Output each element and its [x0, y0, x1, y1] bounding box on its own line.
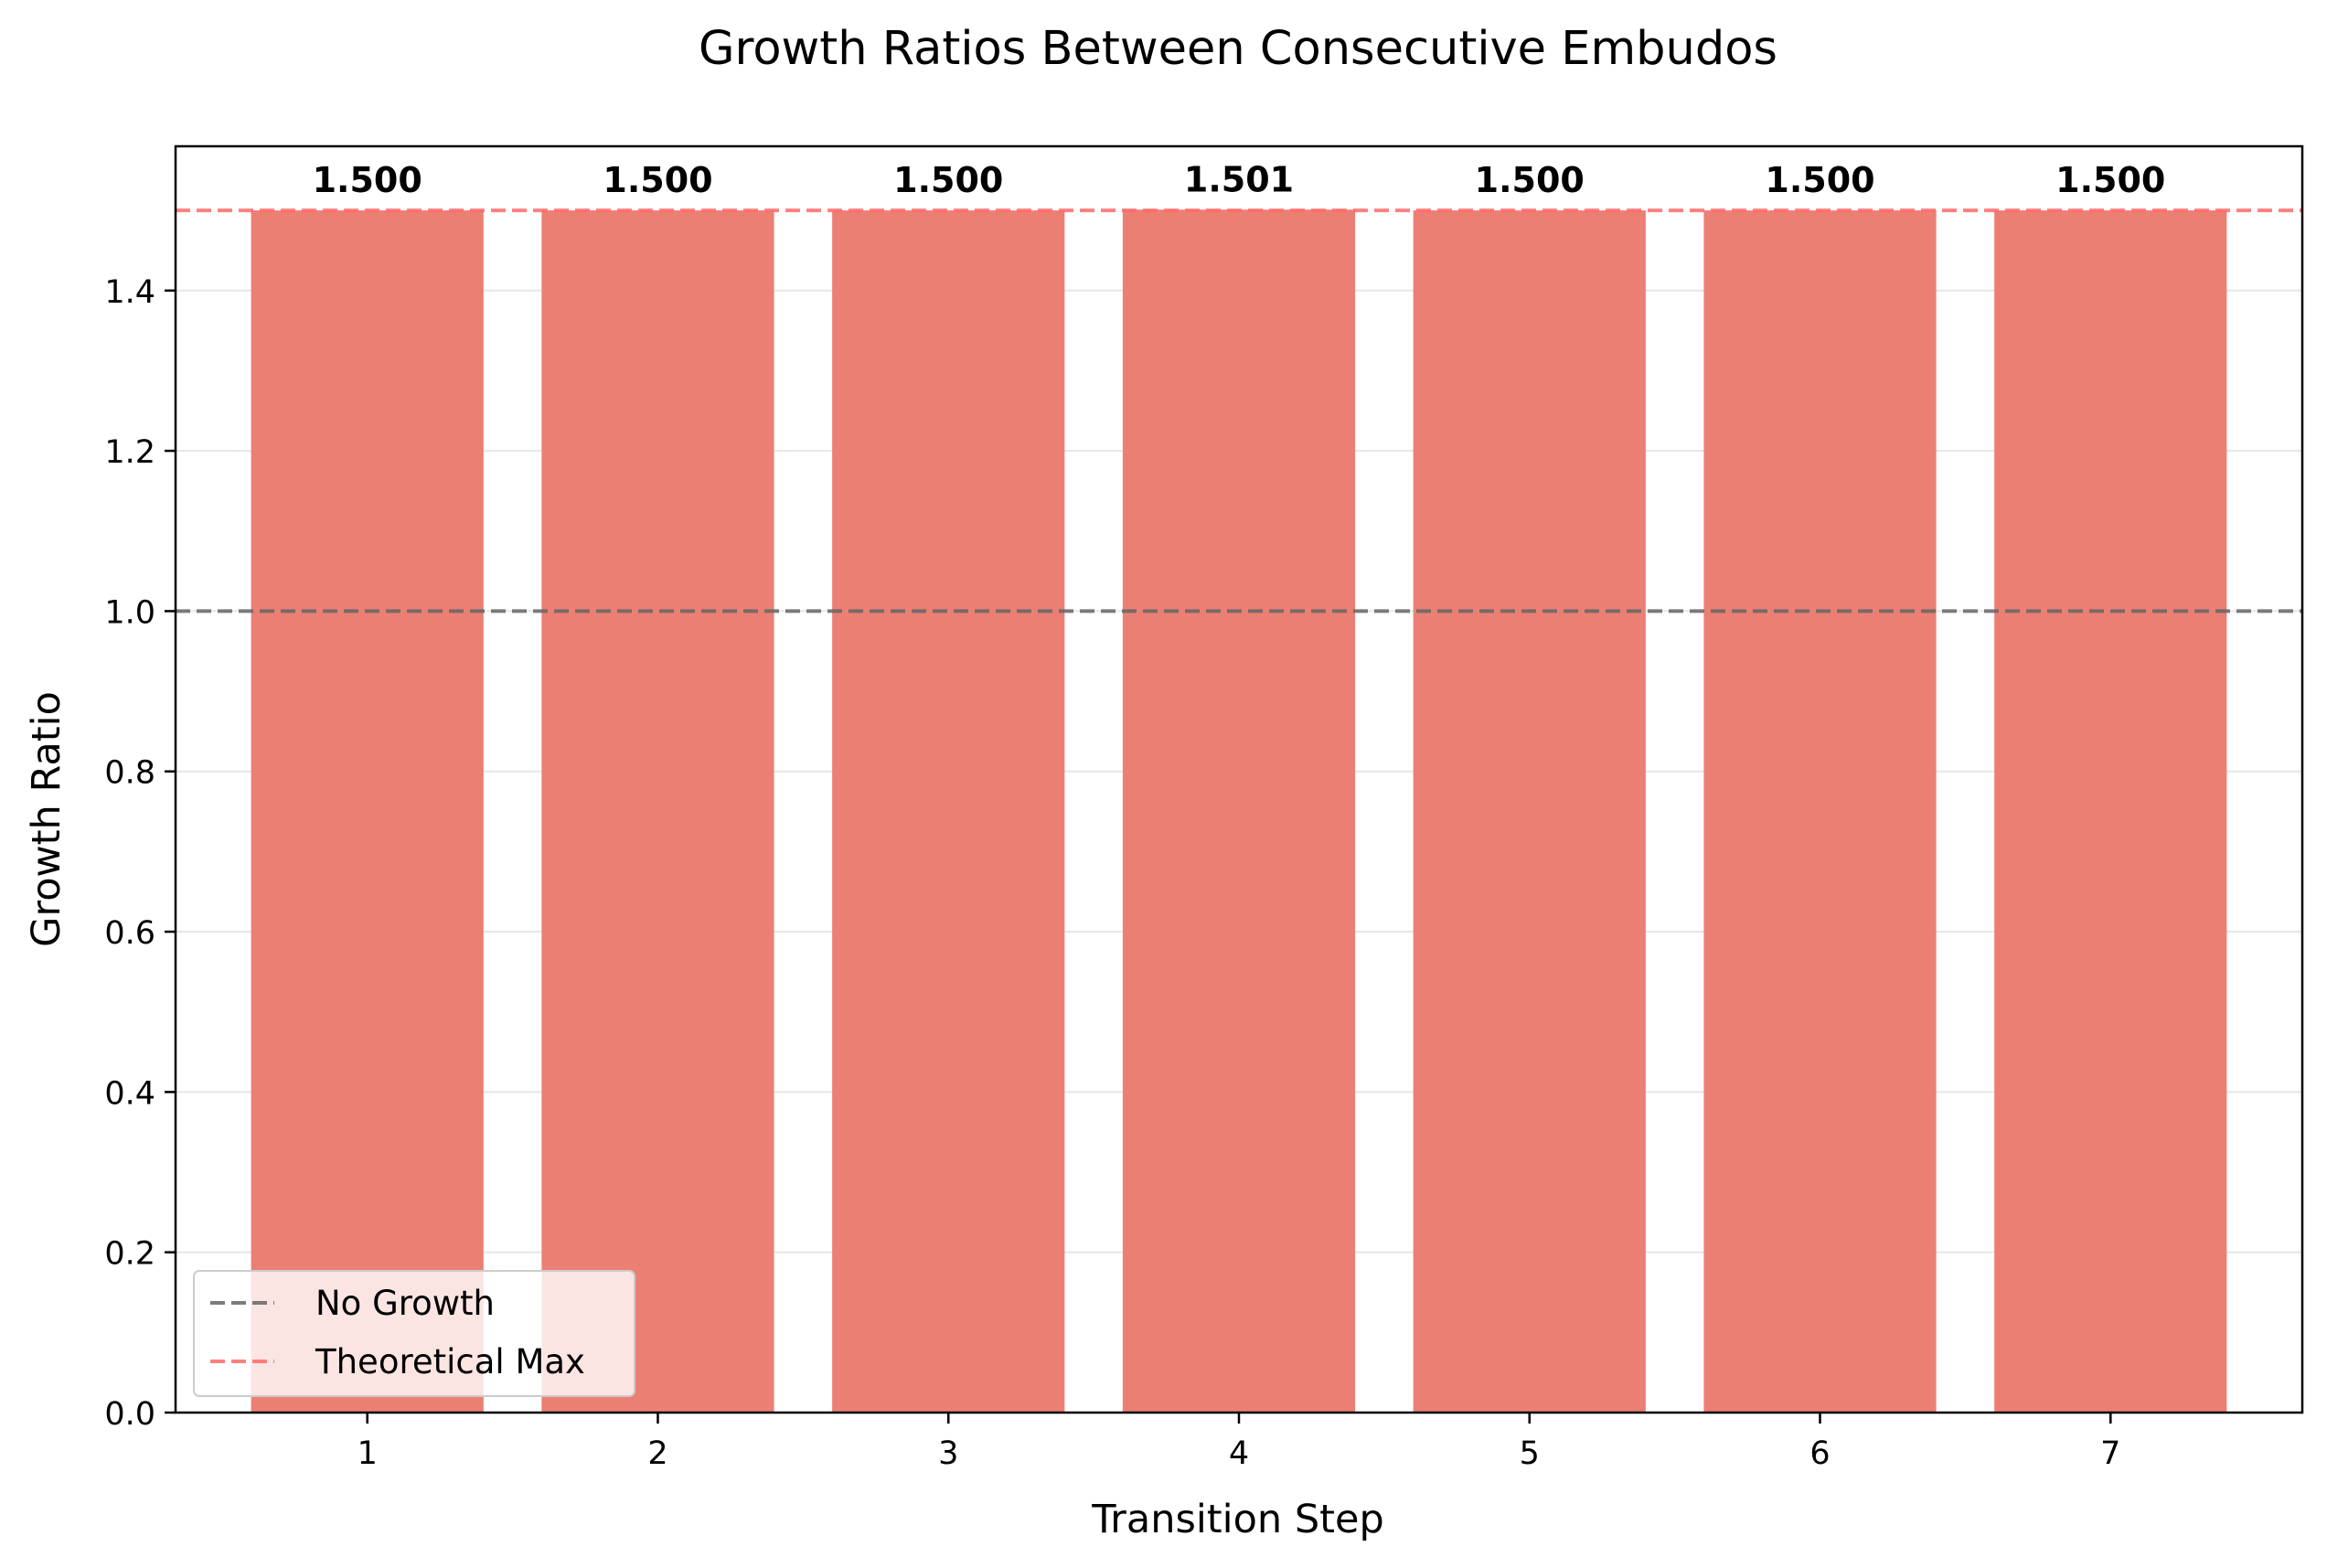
- x-tick-label-3: 3: [938, 1435, 958, 1472]
- legend-label-theoretical-max: Theoretical Max: [315, 1342, 585, 1381]
- y-axis-label: Growth Ratio: [24, 691, 69, 947]
- y-tick-label-0: 0.0: [104, 1396, 155, 1433]
- x-tick-label-7: 7: [2100, 1435, 2120, 1472]
- x-tick-label-5: 5: [1520, 1435, 1540, 1472]
- chart-title: Growth Ratios Between Consecutive Embudo…: [699, 22, 1777, 76]
- bar-value-label-3: 1.500: [893, 160, 1003, 200]
- legend-label-no-growth: No Growth: [315, 1284, 495, 1323]
- y-tick-label-3: 0.6: [104, 915, 155, 952]
- bar-7: [1994, 210, 2227, 1413]
- y-tick-label-2: 0.4: [104, 1075, 155, 1112]
- x-tick-label-2: 2: [647, 1435, 667, 1472]
- bar-value-label-6: 1.500: [1765, 160, 1874, 200]
- y-tick-label-4: 0.8: [104, 755, 155, 792]
- y-tick-label-6: 1.2: [104, 434, 155, 471]
- bar-5: [1413, 210, 1646, 1413]
- bar-4: [1122, 209, 1356, 1413]
- x-tick-label-6: 6: [1809, 1435, 1830, 1472]
- bar-1: [251, 210, 484, 1413]
- bar-value-label-1: 1.500: [313, 160, 422, 200]
- bar-value-label-7: 1.500: [2055, 160, 2165, 200]
- bar-value-label-2: 1.500: [603, 160, 712, 200]
- bar-6: [1703, 210, 1937, 1413]
- legend-box: [193, 1270, 635, 1397]
- x-tick-label-4: 4: [1229, 1435, 1249, 1472]
- bar-2: [541, 210, 774, 1413]
- y-tick-label-7: 1.4: [104, 274, 155, 311]
- plot-area: 1.500 1.500 1.500 1.501 1.500 1.500 1.500 0.0 0.…: [104, 144, 2304, 1472]
- y-tick-label-5: 1.0: [104, 594, 155, 631]
- x-tick-label-1: 1: [358, 1435, 378, 1472]
- x-axis-label: Transition Step: [1091, 1497, 1384, 1542]
- y-tick-label-1: 0.2: [104, 1236, 155, 1273]
- bar-value-label-4: 1.501: [1184, 159, 1294, 199]
- bar-3: [832, 210, 1065, 1413]
- bar-value-label-5: 1.500: [1475, 160, 1585, 200]
